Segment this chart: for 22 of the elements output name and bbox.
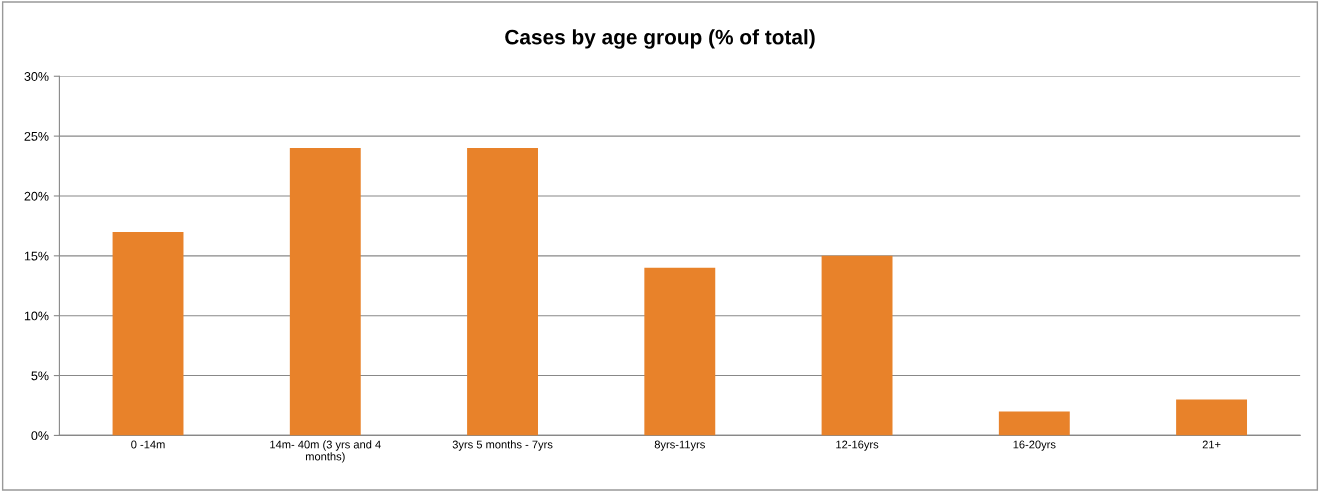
bar <box>821 255 893 436</box>
y-tick-label: 20% <box>24 191 49 201</box>
y-tick-label: 25% <box>24 131 49 141</box>
bar <box>1176 399 1248 436</box>
y-tick-label: 10% <box>24 311 49 321</box>
bar <box>998 411 1070 436</box>
bar <box>644 267 716 436</box>
y-tick-label: 0% <box>31 431 49 441</box>
bar <box>112 231 184 436</box>
x-tick-label: 8yrs-11yrs <box>654 440 705 451</box>
y-tick-label: 15% <box>24 251 49 261</box>
x-tick-label: 12-16yrs <box>836 440 879 451</box>
x-tick-label: 0 -14m <box>131 440 165 449</box>
y-tick-label: 5% <box>31 371 49 381</box>
x-tick-label: 14m- 40m (3 yrs and 4 months) <box>270 440 381 463</box>
x-tick-label: 16-20yrs <box>1013 440 1056 451</box>
x-tick-label: 21+ <box>1202 440 1221 449</box>
chart-title: Cases by age group (% of total) <box>505 29 815 49</box>
y-tick-label: 30% <box>24 72 49 81</box>
bar <box>289 148 361 436</box>
bar <box>467 148 538 436</box>
x-tick-label: 3yrs 5 months - 7yrs <box>452 440 553 451</box>
